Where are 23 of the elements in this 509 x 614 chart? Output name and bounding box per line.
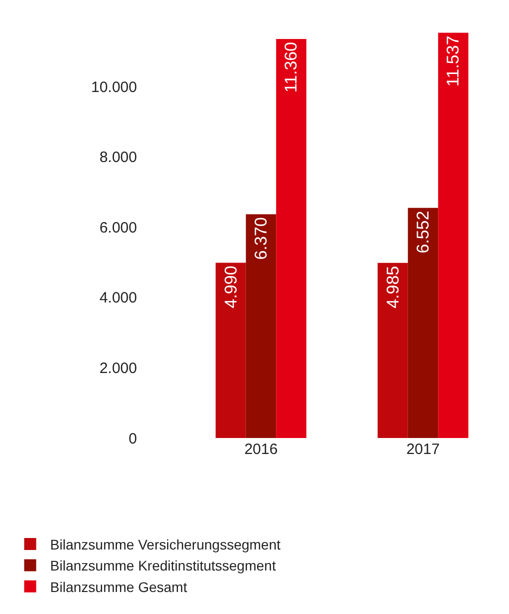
y-tick-label: 6.000 bbox=[99, 219, 137, 236]
y-tick-label: 0 bbox=[128, 430, 137, 448]
x-tick-label: 2017 bbox=[406, 441, 440, 458]
data-label: 6.370 bbox=[252, 217, 270, 260]
legend-label: Bilanzsumme Versicherungssegment bbox=[50, 536, 281, 552]
legend-label: Bilanzsumme Kreditinstitutssegment bbox=[50, 558, 276, 574]
data-label: 11.537 bbox=[444, 36, 463, 86]
y-tick-label: 8.000 bbox=[99, 149, 137, 166]
data-label: 11.360 bbox=[282, 42, 301, 93]
x-tick-label: 2016 bbox=[244, 441, 278, 458]
y-tick-label: 10.000 bbox=[91, 78, 137, 96]
bar bbox=[276, 38, 306, 438]
bar bbox=[246, 214, 276, 438]
legend-label: Bilanzsumme Gesamt bbox=[50, 578, 188, 595]
y-tick-label: 2.000 bbox=[99, 360, 137, 377]
bar bbox=[378, 262, 408, 438]
bar bbox=[438, 32, 468, 438]
data-label: 4.985 bbox=[383, 266, 402, 308]
bar bbox=[216, 262, 246, 438]
data-label: 4.990 bbox=[221, 266, 240, 308]
y-tick-label: 4.000 bbox=[99, 290, 137, 307]
bar bbox=[408, 208, 438, 438]
data-label: 6.552 bbox=[414, 210, 432, 254]
